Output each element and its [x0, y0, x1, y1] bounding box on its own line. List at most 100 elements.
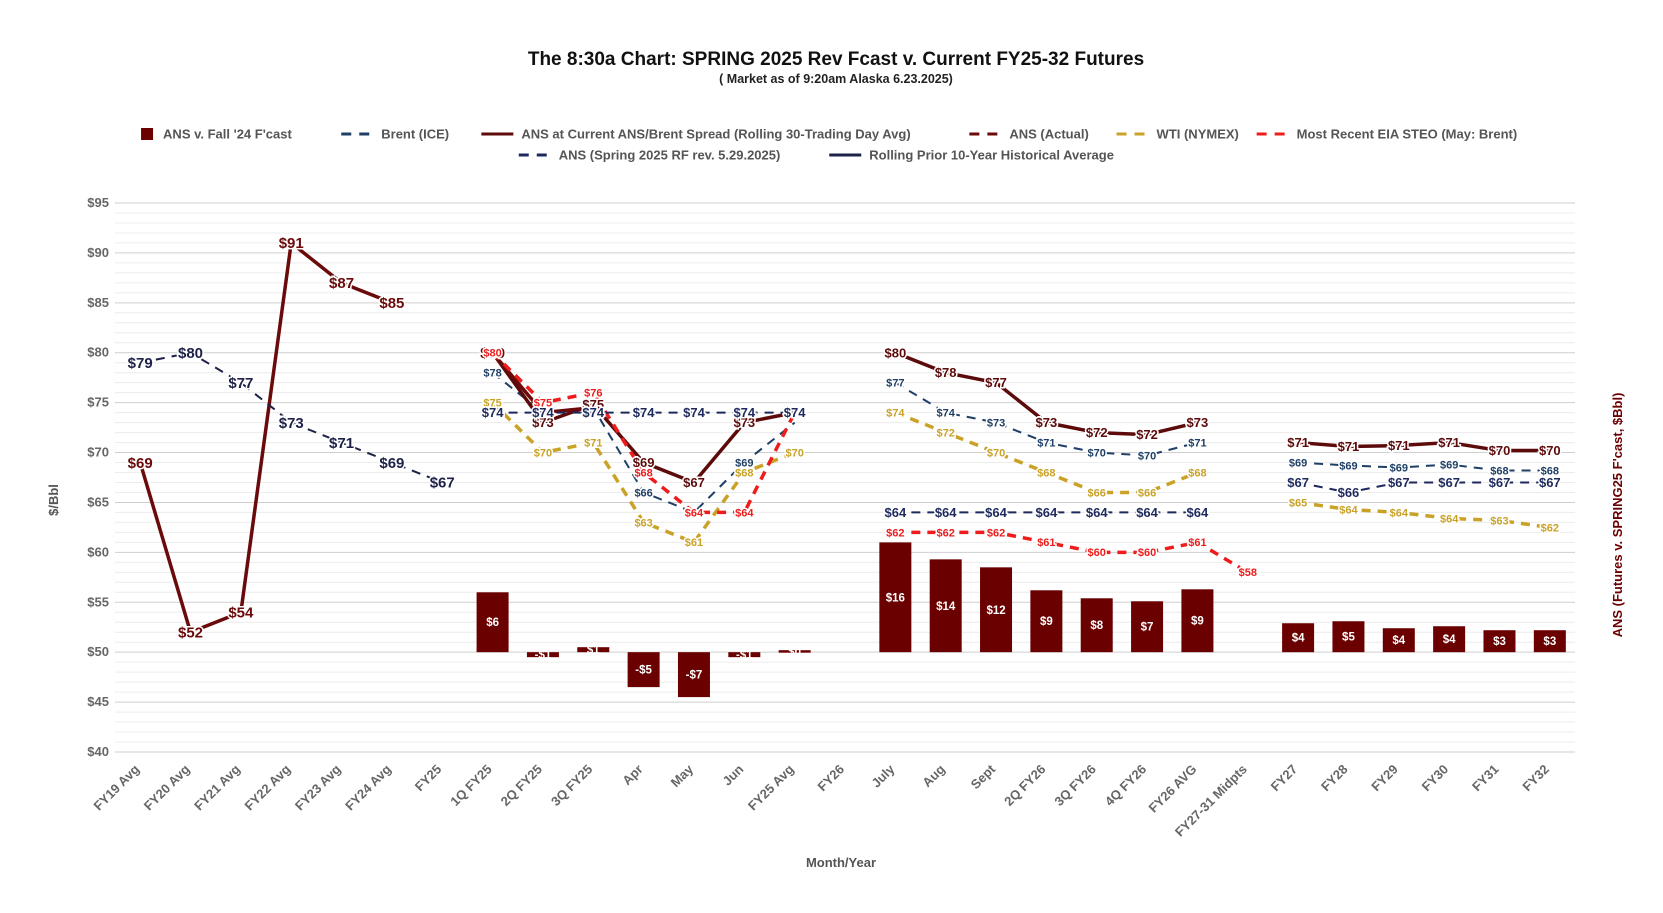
x-tick-label: FY20 Avg: [141, 761, 193, 813]
x-tick-label: FY28: [1318, 762, 1351, 795]
bar: [476, 592, 509, 653]
legend-label: ANS at Current ANS/Brent Spread (Rolling…: [521, 127, 910, 142]
x-tick-label: May: [668, 761, 697, 790]
bar-label: -$5: [635, 665, 652, 677]
data-label: $73: [1036, 415, 1058, 430]
data-label: $70: [1489, 443, 1511, 458]
data-label: $73: [532, 415, 554, 430]
series-line-ans-at-current-ans-brent-spread-rolling-30-trading-day-avg: [894, 351, 1198, 437]
bar-label: $5: [1342, 632, 1355, 644]
data-label: $87: [329, 275, 354, 292]
bar: [1131, 601, 1164, 653]
data-label: $66: [1338, 485, 1360, 500]
data-label: $74: [482, 405, 504, 420]
data-label: $73: [1187, 415, 1209, 430]
data-label: $70: [534, 447, 552, 459]
x-tick-label: FY30: [1419, 762, 1452, 795]
data-label: $66: [634, 487, 652, 499]
data-label: $67: [1489, 475, 1511, 490]
data-label: $67: [430, 475, 455, 492]
y-tick-label: $85: [87, 295, 109, 310]
data-label: $60: [1138, 547, 1156, 559]
y-tick-label: $75: [87, 395, 109, 410]
data-label: $74: [683, 405, 705, 420]
data-label: $85: [379, 295, 404, 312]
data-label: $63: [634, 517, 652, 529]
y-tick-label: $65: [87, 494, 109, 509]
data-label: $80: [178, 345, 203, 362]
bar: [879, 542, 912, 653]
x-tick-label: FY26 AVG: [1145, 762, 1199, 816]
data-label: $74: [886, 407, 905, 419]
bar-label: $4: [1292, 633, 1305, 645]
y-tick-label: $90: [87, 245, 109, 260]
series-line-rolling-prior-10-year-historical-average: [139, 351, 443, 484]
y2-axis-title: ANS (Futures v. SPRING25 F'cast, $Bbl): [1610, 393, 1625, 638]
data-label: $80: [480, 345, 505, 362]
legend-label: ANS (Actual): [1009, 127, 1088, 142]
data-label: $67: [683, 475, 705, 490]
data-label: $68: [735, 467, 753, 479]
data-label: $64: [1390, 507, 1409, 519]
data-label: $80: [884, 345, 906, 360]
y-tick-label: $40: [87, 744, 109, 759]
x-tick-label: 2Q FY26: [1001, 762, 1048, 809]
data-label: $68: [1541, 465, 1559, 477]
bar: [1030, 590, 1063, 653]
data-label: $71: [584, 437, 602, 449]
bar-series: $6 -$1 $1 -$5 -$7 -$1 $0 $16 $14 $12 $9 $8 $7 $9 $4 $5 $…: [476, 542, 1566, 698]
bar-label: $12: [986, 605, 1005, 617]
x-tick-label: FY24 Avg: [342, 761, 394, 813]
data-label: $67: [1287, 475, 1309, 490]
x-tick-label: FY31: [1469, 762, 1502, 795]
data-label: $74: [582, 405, 604, 420]
data-labels: $78$66$64$69$77$74$73$71$70 $70$71$69 $69 $…: [126, 234, 1562, 643]
legend-label: ANS (Spring 2025 RF rev. 5.29.2025): [559, 148, 781, 163]
series-line-most-recent-eia-steo-may-brent: [491, 351, 797, 515]
data-label: $73: [987, 417, 1005, 429]
data-label: $71: [1188, 437, 1206, 449]
bar-label: $4: [1392, 635, 1405, 647]
data-label: $69: [128, 455, 153, 472]
x-tick-label: Apr: [619, 762, 645, 788]
data-label: $68: [634, 467, 652, 479]
x-tick-label: FY22 Avg: [242, 761, 294, 813]
y-tick-label: $60: [87, 544, 109, 559]
bar-label: $9: [1191, 616, 1204, 628]
data-label: $63: [1490, 515, 1508, 527]
series-line-wti-nymex: [1297, 500, 1551, 530]
series-line-wti-nymex: [491, 401, 796, 545]
bar-label: $9: [1040, 616, 1053, 628]
bar-label: $16: [886, 592, 905, 604]
data-label: $68: [1037, 467, 1055, 479]
x-tick-label: 1Q FY25: [447, 762, 494, 809]
x-tick-label: FY25 Avg: [745, 761, 797, 813]
data-label: $69: [1289, 457, 1307, 469]
data-label: $71: [1037, 437, 1055, 449]
data-label: $71: [329, 435, 354, 452]
data-label: $61: [1188, 537, 1206, 549]
data-label: $52: [178, 624, 203, 641]
data-label: $72: [937, 427, 955, 439]
data-label: $58: [1239, 567, 1257, 579]
data-label: $64: [1036, 505, 1058, 520]
bar-label: -$1: [736, 650, 753, 662]
data-label: $73: [733, 415, 755, 430]
bar: [677, 652, 710, 698]
bar: [778, 650, 811, 653]
data-label: $74: [784, 405, 806, 420]
data-label: $68: [1490, 465, 1508, 477]
bar: [1433, 626, 1466, 653]
data-label: $71: [1388, 438, 1410, 453]
x-tick-label: FY26: [815, 762, 848, 795]
legend-label: ANS v. Fall '24 F'cast: [163, 127, 292, 142]
y-tick-label: $50: [87, 644, 109, 659]
x-tick-label: Aug: [919, 761, 948, 790]
data-label: $70: [1138, 450, 1156, 462]
bar: [627, 652, 660, 688]
data-label: $64: [685, 507, 704, 519]
bar-label: $3: [1543, 636, 1556, 648]
data-label: $61: [1037, 537, 1055, 549]
bar: [577, 647, 610, 653]
series-line-ans-at-current-ans-brent-spread-rolling-30-trading-day-avg: [491, 351, 795, 485]
